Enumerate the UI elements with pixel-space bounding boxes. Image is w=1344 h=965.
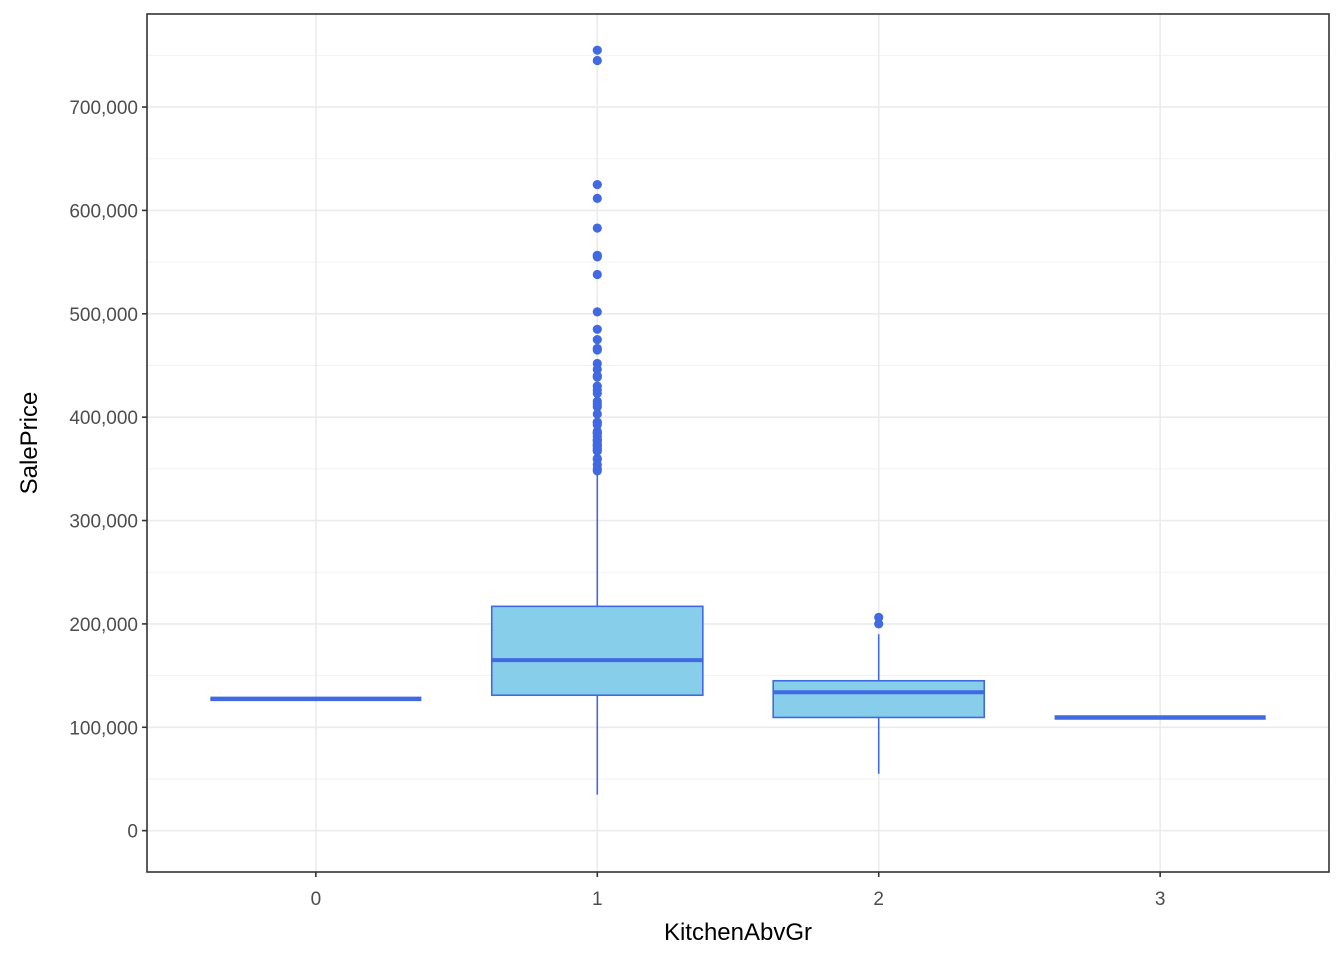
outlier-point — [592, 364, 602, 374]
outlier-point — [592, 45, 602, 55]
outlier-point — [592, 372, 602, 382]
x-tick-label: 0 — [311, 889, 322, 910]
box-1 — [490, 45, 704, 795]
outlier-point — [874, 612, 884, 622]
y-tick-label: 300,000 — [69, 512, 138, 533]
outlier-point — [592, 446, 602, 456]
outlier-point — [592, 55, 602, 66]
outlier-point — [592, 466, 602, 476]
x-tick-label: 2 — [873, 889, 884, 910]
outlier-point — [874, 619, 884, 629]
outlier-point — [592, 409, 602, 419]
outlier-point — [592, 223, 602, 233]
panel-background — [147, 14, 1329, 872]
x-axis-title: KitchenAbvGr — [664, 919, 812, 946]
x-tick-label: 1 — [592, 889, 603, 910]
outlier-point — [592, 345, 602, 355]
outlier-point — [592, 388, 602, 398]
panel-border — [146, 13, 1330, 873]
y-tick-label: 100,000 — [69, 718, 138, 739]
outlier-point — [592, 420, 602, 430]
y-tick-label: 500,000 — [69, 305, 138, 326]
y-axis-title: SalePrice — [16, 392, 43, 495]
grid-layer — [147, 14, 1329, 872]
y-tick-label: 700,000 — [69, 98, 138, 119]
y-tick-label: 200,000 — [69, 615, 138, 636]
iqr-box — [772, 679, 986, 719]
outlier-point — [592, 324, 602, 334]
outlier-point — [592, 179, 602, 190]
x-tick-label: 3 — [1155, 889, 1166, 910]
y-tick-label: 600,000 — [69, 201, 138, 222]
outlier-point — [592, 252, 602, 262]
outlier-point — [592, 193, 602, 203]
iqr-box — [490, 605, 704, 697]
outlier-point — [592, 269, 602, 280]
box-2 — [772, 612, 986, 774]
outlier-point — [592, 335, 602, 345]
y-tick-label: 0 — [127, 822, 138, 843]
outlier-point — [592, 402, 602, 412]
axes-layer: 0 100,000 200,000 300,000 400,000 500,000 600,… — [69, 98, 1165, 910]
boxes-layer — [210, 45, 1266, 795]
y-tick-label: 400,000 — [69, 408, 138, 429]
outlier-point — [592, 307, 602, 317]
